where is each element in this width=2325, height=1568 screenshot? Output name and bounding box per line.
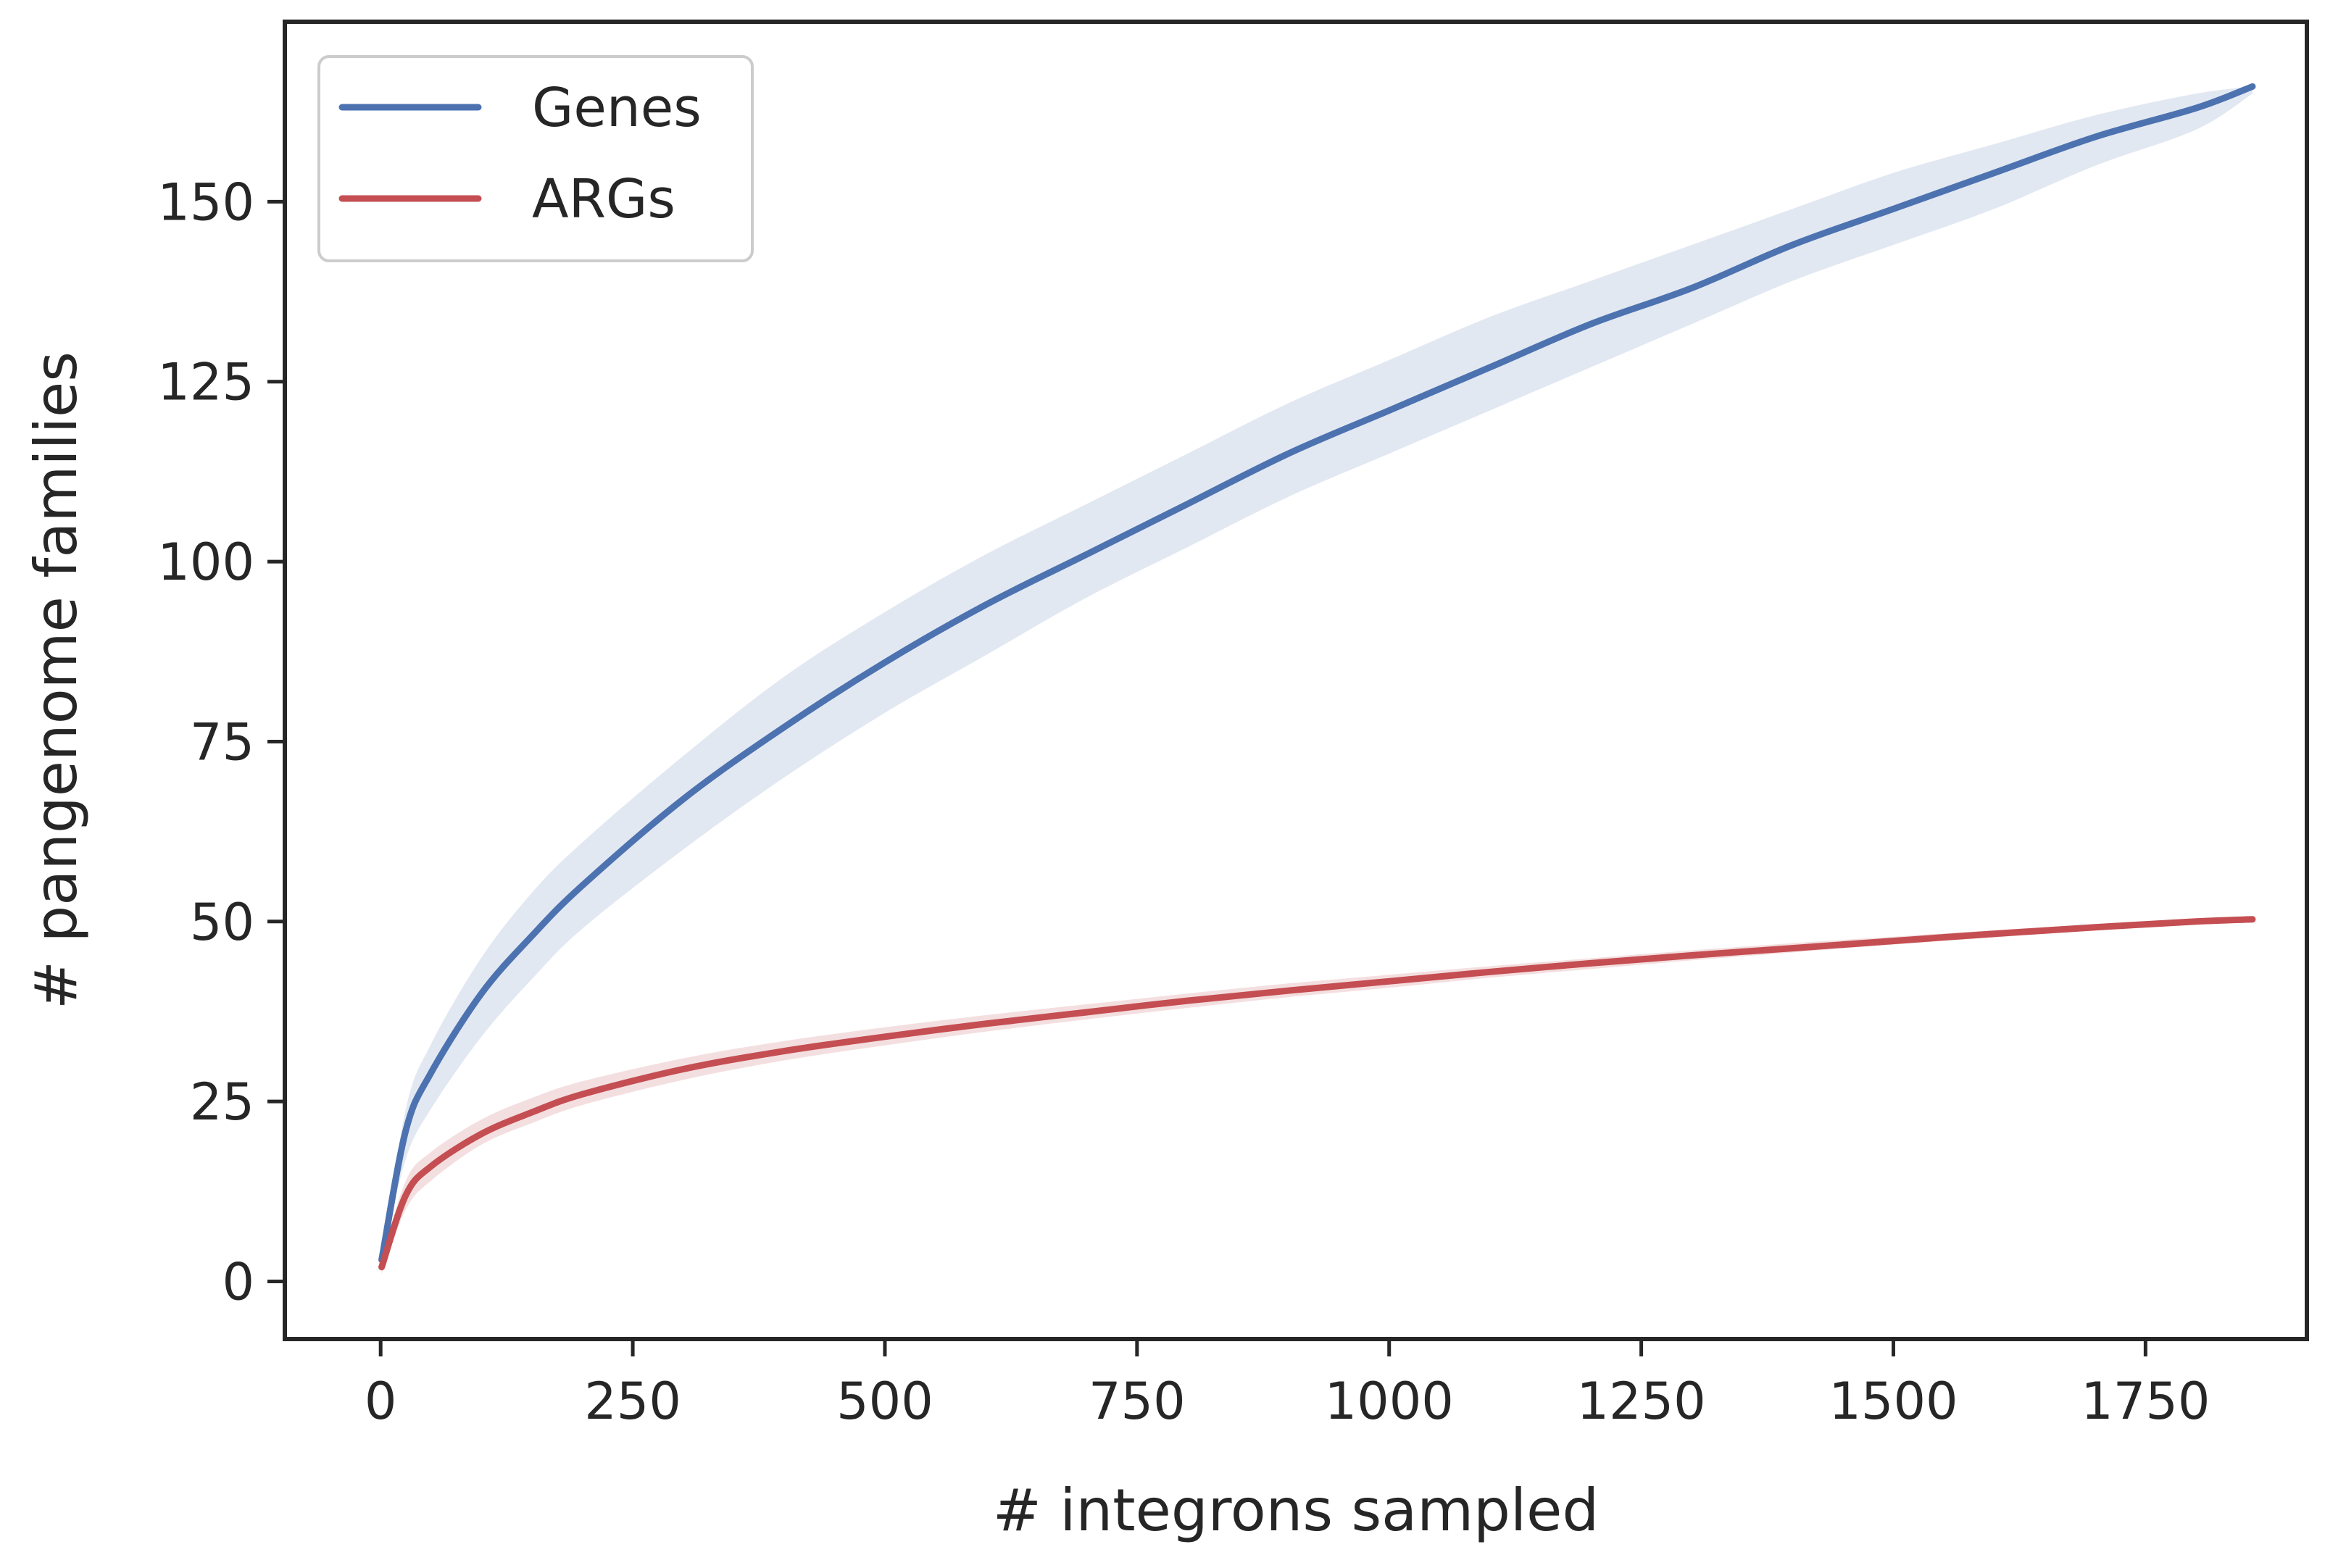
x-tick-label: 750 (1089, 1372, 1186, 1431)
y-tick-label: 75 (190, 712, 254, 772)
legend: Genes ARGs (317, 55, 754, 262)
y-tick-label: 150 (157, 172, 254, 232)
line-args (378, 916, 2256, 1271)
plot-frame (283, 20, 2309, 1341)
axis-ticks: 0 250 500 750 1000 1250 1500 1750 0 25 50 75 100 125 1… (157, 172, 2210, 1431)
y-tick-label: 100 (157, 533, 254, 592)
x-axis-label: # integrons sampled (993, 1477, 1599, 1544)
y-tick-label: 50 (190, 893, 254, 952)
x-tick-label: 1500 (1829, 1372, 1958, 1431)
legend-args-label: ARGs (532, 168, 675, 230)
series-lines (378, 83, 2256, 1271)
line-genes (378, 83, 2256, 1264)
x-tick-label: 0 (365, 1372, 397, 1431)
y-axis-label: # pangenome families (22, 351, 90, 1009)
legend-genes-label: Genes (532, 77, 702, 139)
y-tick-label: 0 (222, 1253, 254, 1312)
x-tick-label: 1000 (1325, 1372, 1454, 1431)
x-tick-label: 250 (584, 1372, 681, 1431)
x-tick-label: 1250 (1577, 1372, 1706, 1431)
y-tick-label: 25 (190, 1072, 254, 1132)
x-tick-label: 1750 (2081, 1372, 2210, 1431)
y-tick-label: 125 (157, 353, 254, 412)
x-tick-label: 500 (836, 1372, 933, 1431)
